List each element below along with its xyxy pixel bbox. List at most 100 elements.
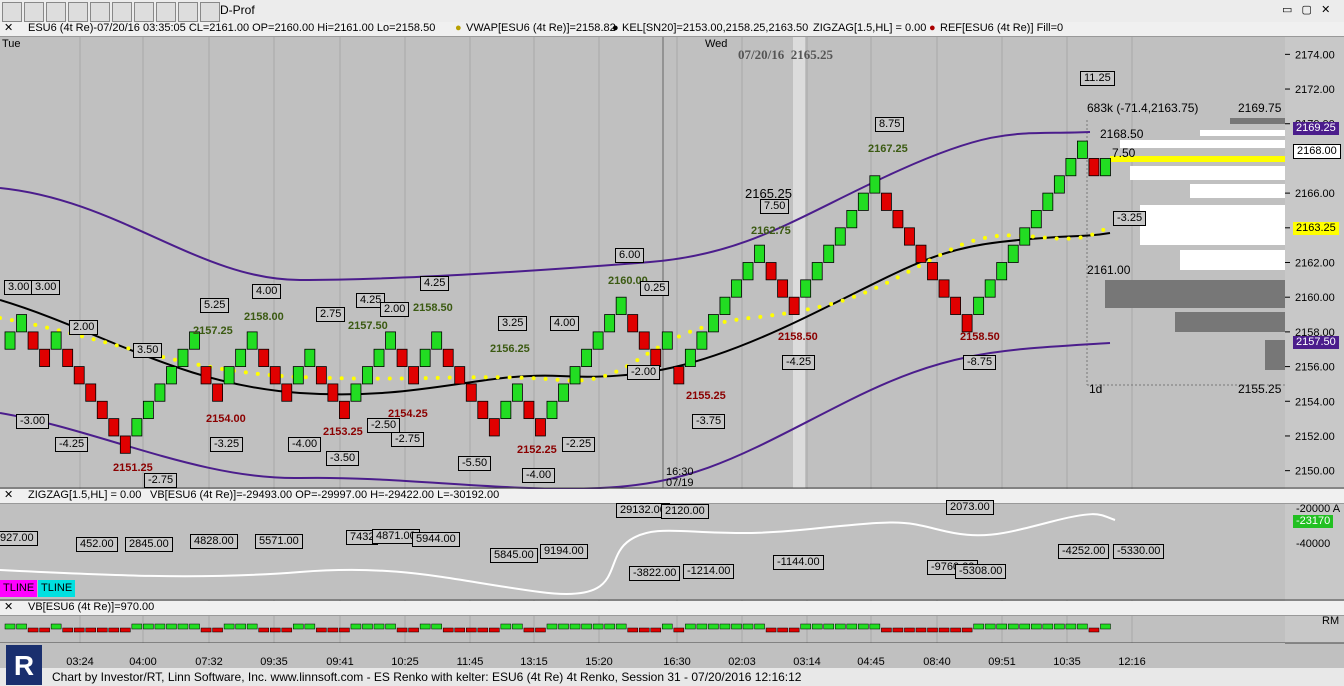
brick xyxy=(269,366,281,385)
header-symbol: ESU6 (4t Re)-07/20/16 03:35:05 CL=2161.0… xyxy=(28,22,436,34)
brick xyxy=(246,331,258,350)
close-icon[interactable]: ✕ xyxy=(4,601,14,613)
brick xyxy=(177,348,189,367)
volume-bar xyxy=(62,627,73,633)
time-label: 03:24 xyxy=(66,656,94,668)
tool-button[interactable] xyxy=(90,2,110,22)
tool-button[interactable] xyxy=(24,2,44,22)
brick xyxy=(477,400,489,420)
annotation: 2155.25 xyxy=(686,390,726,402)
volume-bar xyxy=(1042,623,1054,630)
volume-bar xyxy=(961,627,973,633)
volume-bar xyxy=(177,623,189,630)
annotation: 2158.50 xyxy=(413,302,453,314)
close-icon[interactable]: ✕ xyxy=(4,489,14,501)
tline-button[interactable]: TLINE xyxy=(0,580,38,597)
time-label: 12:16 xyxy=(1118,656,1146,668)
brick xyxy=(142,400,154,420)
annotation: 2155.25 xyxy=(1238,382,1282,396)
annotation: 3.25 xyxy=(498,316,528,331)
tline-button[interactable]: TLINE xyxy=(38,580,76,597)
tool-button[interactable] xyxy=(2,2,22,22)
brick xyxy=(708,314,719,333)
volume-bar xyxy=(719,623,731,630)
annotation: 2157.50 xyxy=(348,320,388,332)
volume-bar xyxy=(638,627,650,633)
volume-bar xyxy=(154,623,166,630)
brick xyxy=(811,262,823,281)
brick xyxy=(500,400,512,420)
annotation: 2158.50 xyxy=(778,331,818,343)
vwap-dots xyxy=(0,224,1112,383)
volume-bar xyxy=(604,623,615,630)
toolbar: D-Prof ▭ ▢ ✕ xyxy=(0,0,1344,23)
volume-bar xyxy=(696,623,708,630)
brick xyxy=(869,175,881,194)
window-buttons[interactable]: ▭ ▢ ✕ xyxy=(1282,4,1331,16)
annotation: 2158.00 xyxy=(244,311,284,323)
volume-bar xyxy=(835,623,846,630)
volume-bar xyxy=(915,627,927,633)
brick xyxy=(281,383,293,402)
volume-bar xyxy=(396,627,408,633)
brick xyxy=(465,383,477,402)
volume-bar xyxy=(1031,623,1042,630)
time-axis xyxy=(0,643,1285,668)
vb-label: 4871.00 xyxy=(372,529,420,544)
volume-bar xyxy=(950,627,961,633)
volume-bar xyxy=(327,627,339,633)
brick xyxy=(1053,175,1065,194)
brick xyxy=(488,418,500,437)
marker: ● xyxy=(455,22,462,34)
volume-bar xyxy=(120,627,131,633)
annotation: 5.25 xyxy=(200,298,230,313)
annotation: -2.00 xyxy=(627,365,661,380)
volume-bar xyxy=(373,623,385,630)
tool-button[interactable] xyxy=(112,2,132,22)
volume-bar xyxy=(673,627,685,633)
brick xyxy=(189,331,200,350)
close-icon[interactable]: ✕ xyxy=(4,22,14,34)
volume-bar xyxy=(742,623,754,630)
volume-bar xyxy=(708,623,719,630)
vb-label: 5944.00 xyxy=(412,532,460,547)
main-header: ✕ ESU6 (4t Re)-07/20/16 03:35:05 CL=2161… xyxy=(0,22,1344,37)
annotation: 1d xyxy=(1089,382,1103,396)
volume-bar xyxy=(143,623,154,630)
volume-bar xyxy=(1007,623,1019,630)
volume-bar xyxy=(293,623,304,630)
vb-label: -5308.00 xyxy=(955,564,1007,579)
annotation: 2154.00 xyxy=(206,413,246,425)
brick xyxy=(304,348,316,367)
annotation: 2.00 xyxy=(69,320,99,335)
brick xyxy=(62,348,74,367)
brick xyxy=(627,314,639,333)
brick xyxy=(327,383,339,402)
tool-button[interactable] xyxy=(156,2,176,22)
vb-label: -4252.00 xyxy=(1058,544,1110,559)
vb-line xyxy=(0,513,1116,595)
volume-bar xyxy=(246,623,258,630)
volume-bar xyxy=(523,627,535,633)
time-label: 11:45 xyxy=(457,656,484,668)
profile-bar xyxy=(1200,130,1285,136)
tool-button[interactable] xyxy=(200,2,220,22)
time-label: 13:15 xyxy=(520,656,548,668)
annotation: -4.25 xyxy=(55,437,89,452)
time-label: 09:41 xyxy=(326,656,354,668)
bottom-header: ✕ VB[ESU6 (4t Re)]=970.00 xyxy=(0,601,1344,616)
tool-button[interactable] xyxy=(134,2,154,22)
volume-bar xyxy=(788,627,800,633)
annotation: -2.25 xyxy=(562,437,596,452)
tool-button[interactable] xyxy=(46,2,66,22)
profile-button[interactable]: D-Prof xyxy=(220,3,255,17)
time-label: 10:35 xyxy=(1053,656,1081,668)
tool-button[interactable] xyxy=(178,2,198,22)
time-label: 09:35 xyxy=(260,656,288,668)
tool-button[interactable] xyxy=(68,2,88,22)
vb-axis-label: -40000 xyxy=(1296,538,1331,550)
annotation: 2151.25 xyxy=(113,462,153,474)
volume-bar xyxy=(811,623,823,630)
brick xyxy=(154,383,166,402)
volume-bar xyxy=(1088,627,1100,633)
